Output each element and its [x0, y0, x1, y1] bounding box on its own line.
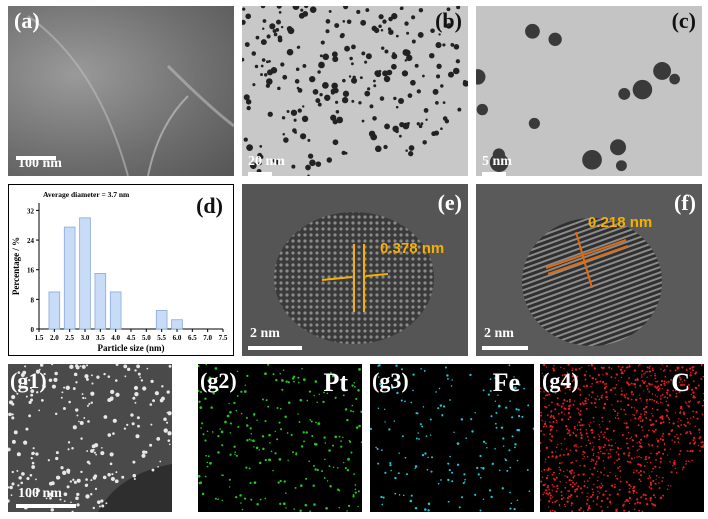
panel-e-lattice-spacing: 0.378 nm: [380, 240, 445, 257]
x-tick-label: 4.5: [127, 334, 136, 342]
x-tick-label: 2.5: [65, 334, 74, 342]
panel-g1-label: (g1): [10, 368, 47, 393]
x-tick-label: 6.0: [173, 334, 182, 342]
panel-g1-scale-bar: [16, 504, 76, 508]
x-tick-label: 5.0: [142, 334, 151, 342]
panel-g1-scale-text: 100 nm: [18, 486, 62, 501]
x-tick-label: 3.0: [81, 334, 90, 342]
element-map-dots: [540, 364, 704, 512]
panel-g2-pt-map: (g2) Pt: [198, 364, 362, 512]
x-tick-label: 3.5: [96, 334, 105, 342]
y-tick-label: 8: [31, 296, 35, 304]
panel-a-scale-text: 100 nm: [18, 156, 62, 171]
y-tick-label: 0: [31, 326, 35, 334]
panel-a-sem-image: (a) 100 nm: [8, 6, 234, 176]
x-tick-label: 1.5: [35, 334, 44, 342]
panel-g2-element: Pt: [323, 368, 348, 397]
panel-f-scale-text: 2 nm: [484, 326, 514, 341]
x-tick-label: 6.5: [188, 334, 197, 342]
panel-g4-c-map: (g4) C: [540, 364, 704, 512]
panel-f-scale-bar: [482, 346, 528, 350]
panel-b-scale-text: 20 nm: [248, 154, 285, 169]
chart-annotation: Average diameter = 3.7 nm: [43, 190, 130, 199]
nanoparticle-dots: [242, 6, 468, 176]
y-axis-label: Percentage / %: [11, 237, 21, 295]
x-tick-label: 5.5: [157, 334, 166, 342]
panel-c-scale-bar: [482, 172, 506, 176]
panel-g3-fe-map: (g3) Fe: [370, 364, 534, 512]
panel-c-tem-image: (c) 5 nm: [476, 6, 702, 176]
nanoparticle-dots: [476, 23, 680, 172]
panel-e-label: (e): [437, 190, 462, 215]
panel-c-scale-text: 5 nm: [482, 154, 512, 169]
panel-b-scale-bar: [248, 172, 272, 176]
panel-b-tem-image: (b) 20 nm: [242, 6, 468, 176]
histogram-bar: [79, 217, 91, 330]
sem-texture: [27, 15, 234, 176]
panel-e-scale-bar: [248, 346, 302, 350]
panel-g4-label: (g4): [542, 368, 579, 393]
panel-g2-label: (g2): [200, 368, 237, 393]
histogram-bar: [171, 319, 183, 330]
panel-g3-element: Fe: [492, 368, 520, 397]
panel-d-label: (d): [196, 193, 223, 218]
y-tick-label: 24: [27, 237, 35, 245]
panel-c-label: (c): [671, 8, 696, 33]
x-tick-label: 2.0: [50, 334, 59, 342]
x-axis-label: Particle size (nm): [98, 343, 165, 353]
histogram-bar: [63, 226, 76, 330]
panel-e-scale-text: 2 nm: [250, 326, 280, 341]
x-tick-label: 7.5: [219, 334, 228, 342]
panel-f-lattice-spacing: 0.218 nm: [588, 214, 653, 231]
histogram-bar: [155, 310, 168, 330]
panel-e-hrtem-image: 0.378 nm (e) 2 nm: [242, 184, 468, 356]
x-tick-label: 4.0: [111, 334, 120, 342]
histogram-bar: [94, 273, 107, 330]
element-map-dots: [198, 364, 362, 512]
panel-g3-label: (g3): [372, 368, 409, 393]
panel-d-histogram: 1.5 2.0 2.5 3.0 3.5 4.0 4.5 5.0 5.5 6.0 6.5 7.0 7.5 0…: [8, 184, 234, 356]
panel-b-label: (b): [435, 8, 462, 33]
panel-f-hrtem-image: 0.218 nm (f) 2 nm: [476, 184, 702, 356]
element-map-dots: [370, 364, 534, 512]
panel-g4-element: C: [671, 368, 690, 397]
panel-g1-haadf-image: (g1) 100 nm: [8, 364, 172, 512]
histogram-bar: [109, 291, 122, 330]
y-tick-label: 32: [27, 207, 35, 215]
panel-a-label: (a): [14, 8, 40, 33]
y-tick-label: 16: [27, 267, 35, 275]
panel-f-label: (f): [674, 190, 696, 215]
panel-a-scale-bar: [16, 156, 56, 160]
particle-size-chart: 1.5 2.0 2.5 3.0 3.5 4.0 4.5 5.0 5.5 6.0 6.5 7.0 7.5 0…: [11, 190, 228, 353]
lattice-particle: [274, 212, 434, 344]
bright-particle-dots: [8, 364, 172, 512]
histogram-bar: [48, 291, 61, 330]
lattice-particle: [522, 218, 662, 346]
x-tick-label: 7.0: [203, 334, 212, 342]
